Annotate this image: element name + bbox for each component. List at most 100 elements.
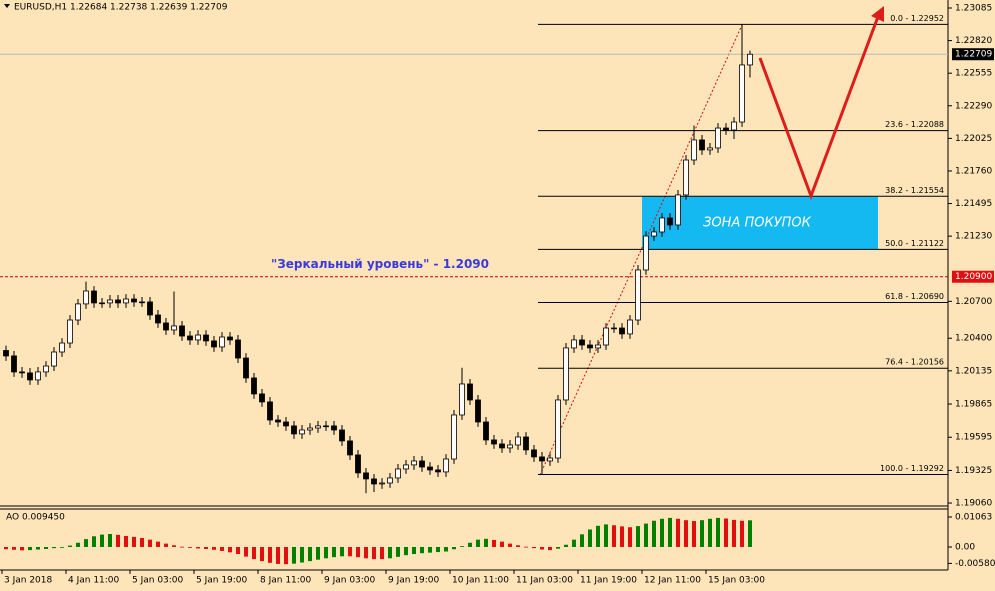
- x-tick-label: 5 Jan 19:00: [196, 576, 248, 586]
- ao-bar: [340, 546, 344, 557]
- ao-bar: [652, 520, 656, 547]
- ao-bar: [524, 546, 528, 548]
- arrow-head: [871, 6, 884, 22]
- ao-bar: [28, 546, 32, 551]
- candle-body: [451, 414, 457, 460]
- y-tick-label: 0.01063: [955, 512, 992, 522]
- y-tick-label: 1.19325: [955, 466, 992, 476]
- ao-bar: [724, 518, 728, 547]
- price-axis-label: 1.22709: [955, 50, 992, 60]
- price-axis-box: [952, 48, 994, 61]
- candle-body: [675, 194, 681, 226]
- ao-bar: [532, 546, 536, 549]
- candle-body: [419, 460, 425, 468]
- fib-label: 0.0 - 1.22952: [890, 14, 944, 23]
- candle-body: [163, 322, 169, 331]
- ao-bar: [188, 546, 192, 548]
- ao-bar: [420, 546, 424, 554]
- candle-body: [371, 478, 377, 485]
- ao-bar: [100, 534, 104, 547]
- ao-bar: [620, 526, 624, 547]
- ao-bar: [164, 543, 168, 547]
- ao-bar: [252, 546, 256, 560]
- candle-body: [667, 217, 673, 226]
- candle-body: [363, 472, 369, 480]
- ao-bar: [612, 525, 616, 547]
- ao-bar: [388, 546, 392, 559]
- ao-bar: [484, 538, 488, 547]
- ao-bar: [516, 545, 520, 547]
- indicator-title: AO 0.009450: [6, 513, 65, 523]
- mirror-axis-label: 1.20900: [955, 272, 992, 282]
- candle-body: [723, 127, 729, 131]
- candle-body: [107, 299, 113, 304]
- candle-body: [651, 231, 657, 237]
- candle-body: [475, 399, 481, 423]
- ao-bar: [364, 546, 368, 559]
- candle-body: [643, 235, 649, 271]
- y-tick-label: 1.23085: [955, 3, 992, 13]
- candle-body: [155, 314, 161, 324]
- zone-label: ЗОНА ПОКУПОК: [703, 215, 812, 230]
- y-tick-label: 1.20700: [955, 297, 992, 307]
- ao-bar: [332, 546, 336, 558]
- candle-body: [411, 460, 417, 466]
- ao-bar: [396, 546, 400, 557]
- x-tick-label: 4 Jan 11:00: [68, 576, 120, 586]
- menu-triangle: [4, 4, 10, 8]
- ao-bar: [20, 546, 24, 551]
- candle-body: [595, 344, 601, 349]
- candle-body: [19, 371, 25, 374]
- zone-layer: ЗОНА ПОКУПОК: [642, 196, 878, 250]
- candle-body: [483, 421, 489, 441]
- ao-bar: [372, 546, 376, 560]
- ao-bar: [180, 546, 184, 548]
- y-tick-label: 1.22820: [955, 36, 992, 46]
- candle-body: [563, 347, 569, 401]
- ao-bar: [676, 518, 680, 547]
- ao-bar: [716, 517, 720, 547]
- ao-bar: [684, 520, 688, 547]
- ao-bar: [68, 545, 72, 547]
- candle-body: [707, 147, 713, 151]
- candle-body: [115, 299, 121, 304]
- ao-bar: [692, 521, 696, 547]
- candle-body: [515, 436, 521, 446]
- candle-body: [691, 139, 697, 161]
- y-tick-label: 1.20135: [955, 366, 992, 376]
- ao-bar: [748, 520, 752, 547]
- ao-bar: [428, 546, 432, 553]
- ao-bar: [548, 546, 552, 551]
- candle-body: [123, 298, 129, 304]
- ao-bar: [316, 546, 320, 560]
- candle-body: [315, 425, 321, 429]
- ao-bar: [196, 546, 200, 549]
- ao-bar: [412, 546, 416, 555]
- candle-body: [427, 466, 433, 471]
- y-tick-label: 1.19865: [955, 400, 992, 410]
- ao-bar: [460, 546, 464, 547]
- candle-body: [267, 401, 273, 421]
- x-tick-label: 15 Jan 03:00: [708, 576, 765, 586]
- ao-bar: [84, 539, 88, 547]
- ao-bar: [564, 544, 568, 547]
- x-tick-label: 12 Jan 11:00: [644, 576, 701, 586]
- ao-bar: [404, 546, 408, 556]
- ao-bar: [108, 534, 112, 547]
- ao-bar: [636, 526, 640, 547]
- ao-bar: [76, 542, 80, 547]
- ao-bar: [204, 546, 208, 549]
- ao-bar: [604, 524, 608, 547]
- y-tick-label: 1.22290: [955, 101, 992, 111]
- mirror-text: "Зеркальный уровень" - 1.2090: [271, 257, 489, 271]
- candle-body: [339, 429, 345, 442]
- y-tick-label: 1.22555: [955, 69, 992, 79]
- candle-body: [659, 217, 665, 233]
- candle-body: [603, 327, 609, 346]
- ao-bar: [156, 541, 160, 547]
- ao-bar: [36, 546, 40, 550]
- candle-body: [619, 327, 625, 335]
- ao-bar: [476, 539, 480, 547]
- y-tick-label: -0.005807: [955, 559, 995, 569]
